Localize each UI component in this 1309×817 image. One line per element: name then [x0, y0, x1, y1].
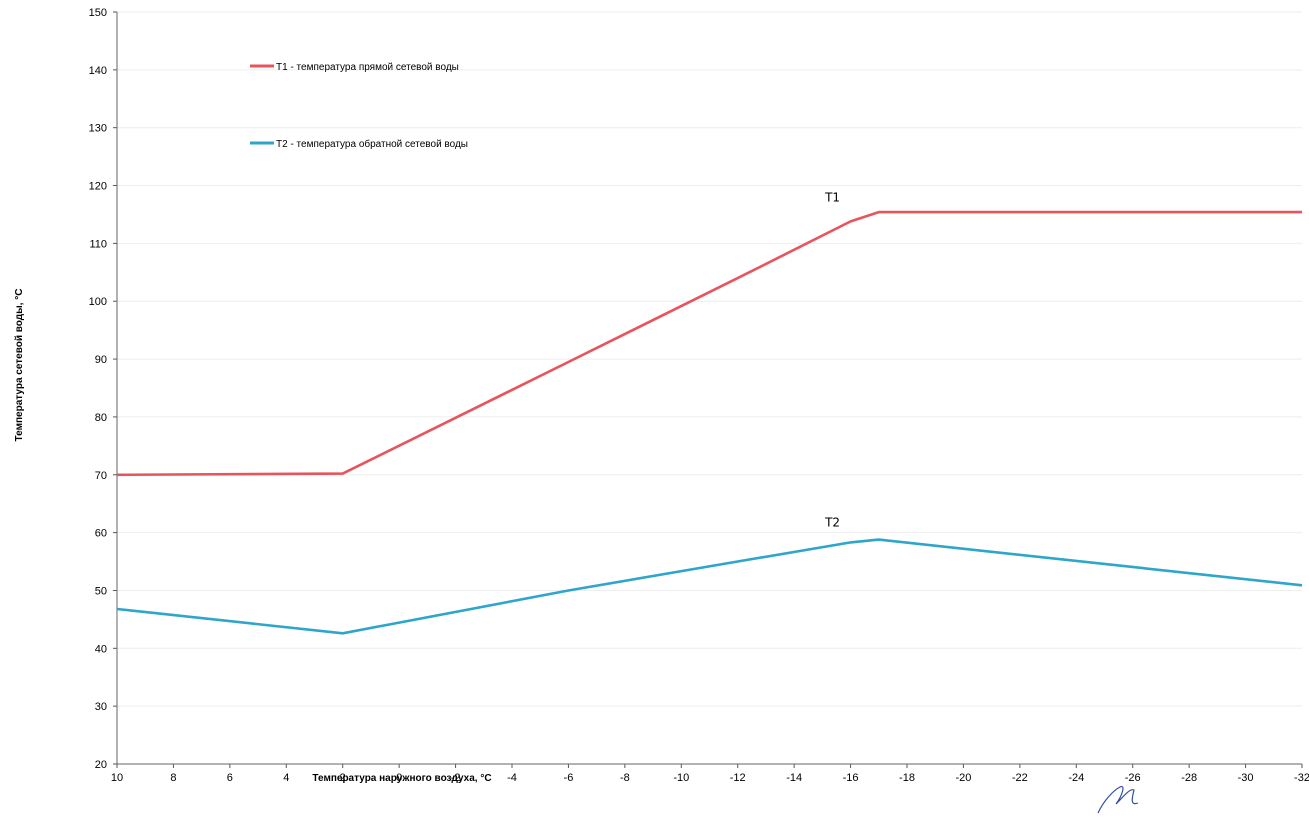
y-tick-label: 40: [95, 643, 107, 655]
axes: [113, 11, 1303, 768]
x-tick-label: 2: [340, 772, 346, 784]
y-tick-label: 110: [89, 238, 107, 250]
y-tick-label: 70: [95, 470, 107, 482]
legend-label-t2: T2 - температура обратной сетевой воды: [276, 138, 468, 150]
y-axis-label: Температура сетевой воды, °С: [14, 289, 25, 442]
y-tick-label: 100: [89, 296, 107, 308]
x-axis-label: Температура наружного воздуха, °С: [312, 773, 491, 784]
y-tick-label: 130: [89, 123, 107, 135]
grid: [117, 11, 1302, 707]
series-line-t1: [116, 210, 1302, 477]
series-label-t2: T2: [824, 515, 840, 529]
x-tick-label: -8: [620, 772, 630, 784]
x-tick-label: -12: [730, 772, 746, 784]
y-tick-label: 80: [95, 412, 107, 424]
x-tick-label: -14: [786, 772, 802, 784]
x-tick-label: 10: [111, 772, 123, 784]
x-tick-label: -30: [1238, 772, 1254, 784]
signature-mark: [1097, 785, 1139, 814]
y-tick-label: 90: [95, 354, 107, 366]
y-tick-label: 30: [95, 701, 107, 713]
x-tick-label: -6: [564, 772, 574, 784]
series-line-t2: [116, 538, 1303, 635]
legend: T1 - температура прямой сетевой воды T2 -…: [250, 62, 468, 150]
x-tick-label: -20: [955, 772, 971, 784]
x-tick-label: -4: [507, 772, 517, 784]
series-lines: T1 T2: [116, 190, 1303, 635]
y-tick-label: 150: [89, 7, 107, 19]
x-tick-label: -10: [673, 772, 689, 784]
legend-label-t1: T1 - температура прямой сетевой воды: [276, 62, 459, 73]
series-label-t1: T1: [824, 190, 840, 204]
x-tick-label: -32: [1294, 772, 1309, 784]
x-tick-label: -22: [1012, 772, 1028, 784]
x-tick-label: 6: [227, 772, 233, 784]
y-tick-label: 60: [95, 528, 107, 540]
x-tick-label: 4: [283, 772, 289, 784]
x-tick-label: -26: [1125, 772, 1141, 784]
x-tick-label: -2: [451, 772, 461, 784]
x-tick-label: -28: [1181, 772, 1197, 784]
x-tick-label: -24: [1068, 772, 1084, 784]
x-tick-label: 0: [396, 772, 402, 784]
x-tick-label: -18: [899, 772, 915, 784]
y-tick-label: 140: [89, 65, 107, 77]
y-tick-label: 20: [95, 759, 107, 771]
x-tick-label: 8: [170, 772, 176, 784]
y-tick-label: 50: [95, 585, 107, 597]
y-tick-label: 120: [89, 181, 107, 193]
x-tick-label: -16: [843, 772, 859, 784]
